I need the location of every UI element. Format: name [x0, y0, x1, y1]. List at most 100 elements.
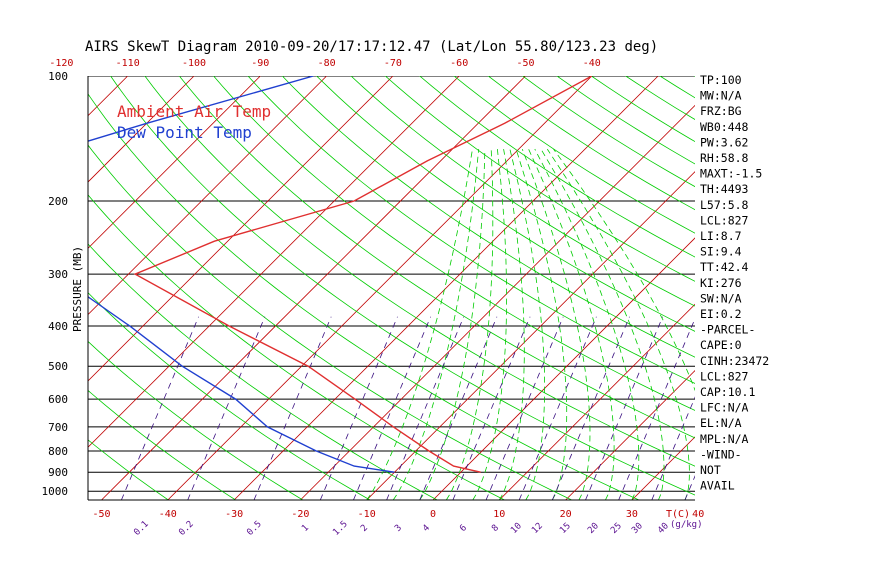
bottom-temperature-tick: -20	[291, 509, 309, 520]
top-temperature-tick: -80	[318, 58, 336, 69]
mixing-ratio-tick: 25	[609, 521, 624, 536]
stat-line: L57:5.8	[700, 198, 749, 212]
mixing-ratio-tick: 10	[509, 521, 524, 536]
stat-line: LFC:N/A	[700, 401, 749, 415]
x-axis-label: T(C)	[666, 509, 690, 520]
mixing-ratio-tick: 15	[558, 521, 573, 536]
moist-adiabat-line	[510, 149, 545, 500]
top-temperature-tick: -40	[583, 58, 601, 69]
bottom-temperature-ticks: -50 -40 -30 -20 -10 0 10 20 30 40	[92, 509, 704, 520]
bottom-temperature-tick: -10	[358, 509, 376, 520]
stat-line: SI:9.4	[700, 245, 742, 259]
stat-line: MAXT:-1.5	[700, 167, 762, 181]
pressure-label: 400	[48, 320, 68, 333]
top-temperature-tick: -110	[116, 58, 140, 69]
moist-adiabat-line	[499, 149, 524, 500]
isotherm-line	[499, 76, 870, 500]
bottom-temperature-tick: 40	[692, 509, 704, 520]
isotherm-line	[765, 76, 870, 500]
bottom-temperature-tick: 20	[560, 509, 572, 520]
moist-adiabat-line	[541, 149, 664, 500]
moist-adiabat-line	[554, 149, 716, 500]
stat-line: LCL:827	[700, 369, 749, 383]
stat-line: FRZ:BG	[700, 104, 742, 118]
pressure-label: 1000	[42, 485, 69, 498]
stat-line: AVAIL	[700, 479, 735, 493]
stat-line: CINH:23472	[700, 354, 769, 368]
dry-adiabat-line	[763, 76, 870, 500]
stat-line: KI:276	[700, 276, 742, 290]
mixing-ratio-tick: 0.1	[132, 519, 151, 538]
mixing-ratio-tick: 2	[359, 523, 370, 534]
stat-line: LI:8.7	[700, 229, 742, 243]
top-temperature-tick: -90	[251, 58, 269, 69]
stat-line: LCL:827	[700, 213, 749, 227]
stat-line: TT:42.4	[700, 260, 749, 274]
bottom-temperature-tick: 0	[430, 509, 436, 520]
mixing-ratio-tick: 0.2	[177, 519, 196, 538]
stat-line: -WIND-	[700, 447, 742, 461]
mixing-ratio-tick: 6	[458, 523, 469, 534]
pressure-label: 800	[48, 445, 68, 458]
dry-adiabat-line	[317, 76, 870, 500]
legend-dew-point: Dew Point Temp	[117, 123, 252, 142]
pressure-label: 200	[48, 195, 68, 208]
mixing-ratio-ticks: 0.1 0.2 0.5 1 1.5 2 3 4 6 8 10 12 15 20 25 30 40	[132, 519, 671, 538]
mixing-ratio-unit: (g/kg)	[670, 520, 703, 530]
mixing-ratio-tick: 8	[490, 523, 501, 534]
stat-line: CAPE:0	[700, 338, 742, 352]
top-temperature-tick: -120	[49, 58, 73, 69]
stat-line: WB0:448	[700, 120, 749, 134]
stat-line: TP:100	[700, 73, 742, 87]
bottom-temperature-tick: 10	[493, 509, 505, 520]
top-temperature-ticks: -120-110-100-90-80-70-60-50-40	[49, 58, 600, 69]
mixing-ratio-tick: 3	[393, 523, 404, 534]
stat-line: EL:N/A	[700, 416, 742, 430]
chart-title: AIRS SkewT Diagram 2010-09-20/17:17:12.4…	[85, 39, 658, 55]
moist-adiabat-line	[535, 149, 639, 500]
top-temperature-tick: -50	[516, 58, 534, 69]
stat-line: RH:58.8	[700, 151, 749, 165]
dry-adiabat-line	[523, 76, 870, 500]
mixing-ratio-tick: 20	[586, 521, 601, 536]
y-axis-label: PRESSURE (MB)	[71, 246, 84, 332]
stat-line: EI:0.2	[700, 307, 742, 321]
bottom-temperature-tick: -40	[159, 509, 177, 520]
pressure-label: 700	[48, 421, 68, 434]
legend-air-temp: Ambient Air Temp	[117, 102, 271, 121]
bottom-temperature-tick: -50	[92, 509, 110, 520]
mixing-ratio-tick: 40	[656, 521, 671, 536]
mixing-ratio-tick: 30	[630, 521, 645, 536]
mixing-ratio-tick: 1.5	[331, 519, 350, 538]
stat-line: MW:N/A	[700, 89, 742, 103]
pressure-label: 100	[48, 70, 68, 83]
stat-line: PW:3.62	[700, 135, 748, 149]
dry-adiabat-line	[248, 76, 870, 500]
stat-line: SW:N/A	[700, 291, 742, 305]
mixing-ratio-tick: 12	[530, 521, 545, 536]
stat-line: CAP:10.1	[700, 385, 755, 399]
mixing-ratio-tick: 0.5	[245, 519, 264, 538]
dry-adiabat-line	[385, 76, 870, 500]
stat-line: NOT	[700, 463, 721, 477]
dry-adiabat-line	[351, 76, 870, 500]
bottom-temperature-tick: -30	[225, 509, 243, 520]
top-temperature-tick: -70	[384, 58, 402, 69]
pressure-label: 600	[48, 393, 68, 406]
mixing-ratio-tick: 4	[421, 523, 432, 534]
stat-line: MPL:N/A	[700, 432, 749, 446]
pressure-label: 300	[48, 268, 68, 281]
bottom-temperature-tick: 30	[626, 509, 638, 520]
mixing-ratio-tick: 1	[300, 523, 311, 534]
pressure-label: 900	[48, 466, 68, 479]
isotherm-line	[632, 76, 870, 500]
stat-line: -PARCEL-	[700, 323, 755, 337]
dry-adiabat-line	[282, 76, 870, 500]
top-temperature-tick: -100	[182, 58, 206, 69]
pressure-label: 500	[48, 360, 68, 373]
legend: Ambient Air Temp Dew Point Temp	[117, 102, 271, 142]
isotherm-line	[0, 76, 128, 500]
